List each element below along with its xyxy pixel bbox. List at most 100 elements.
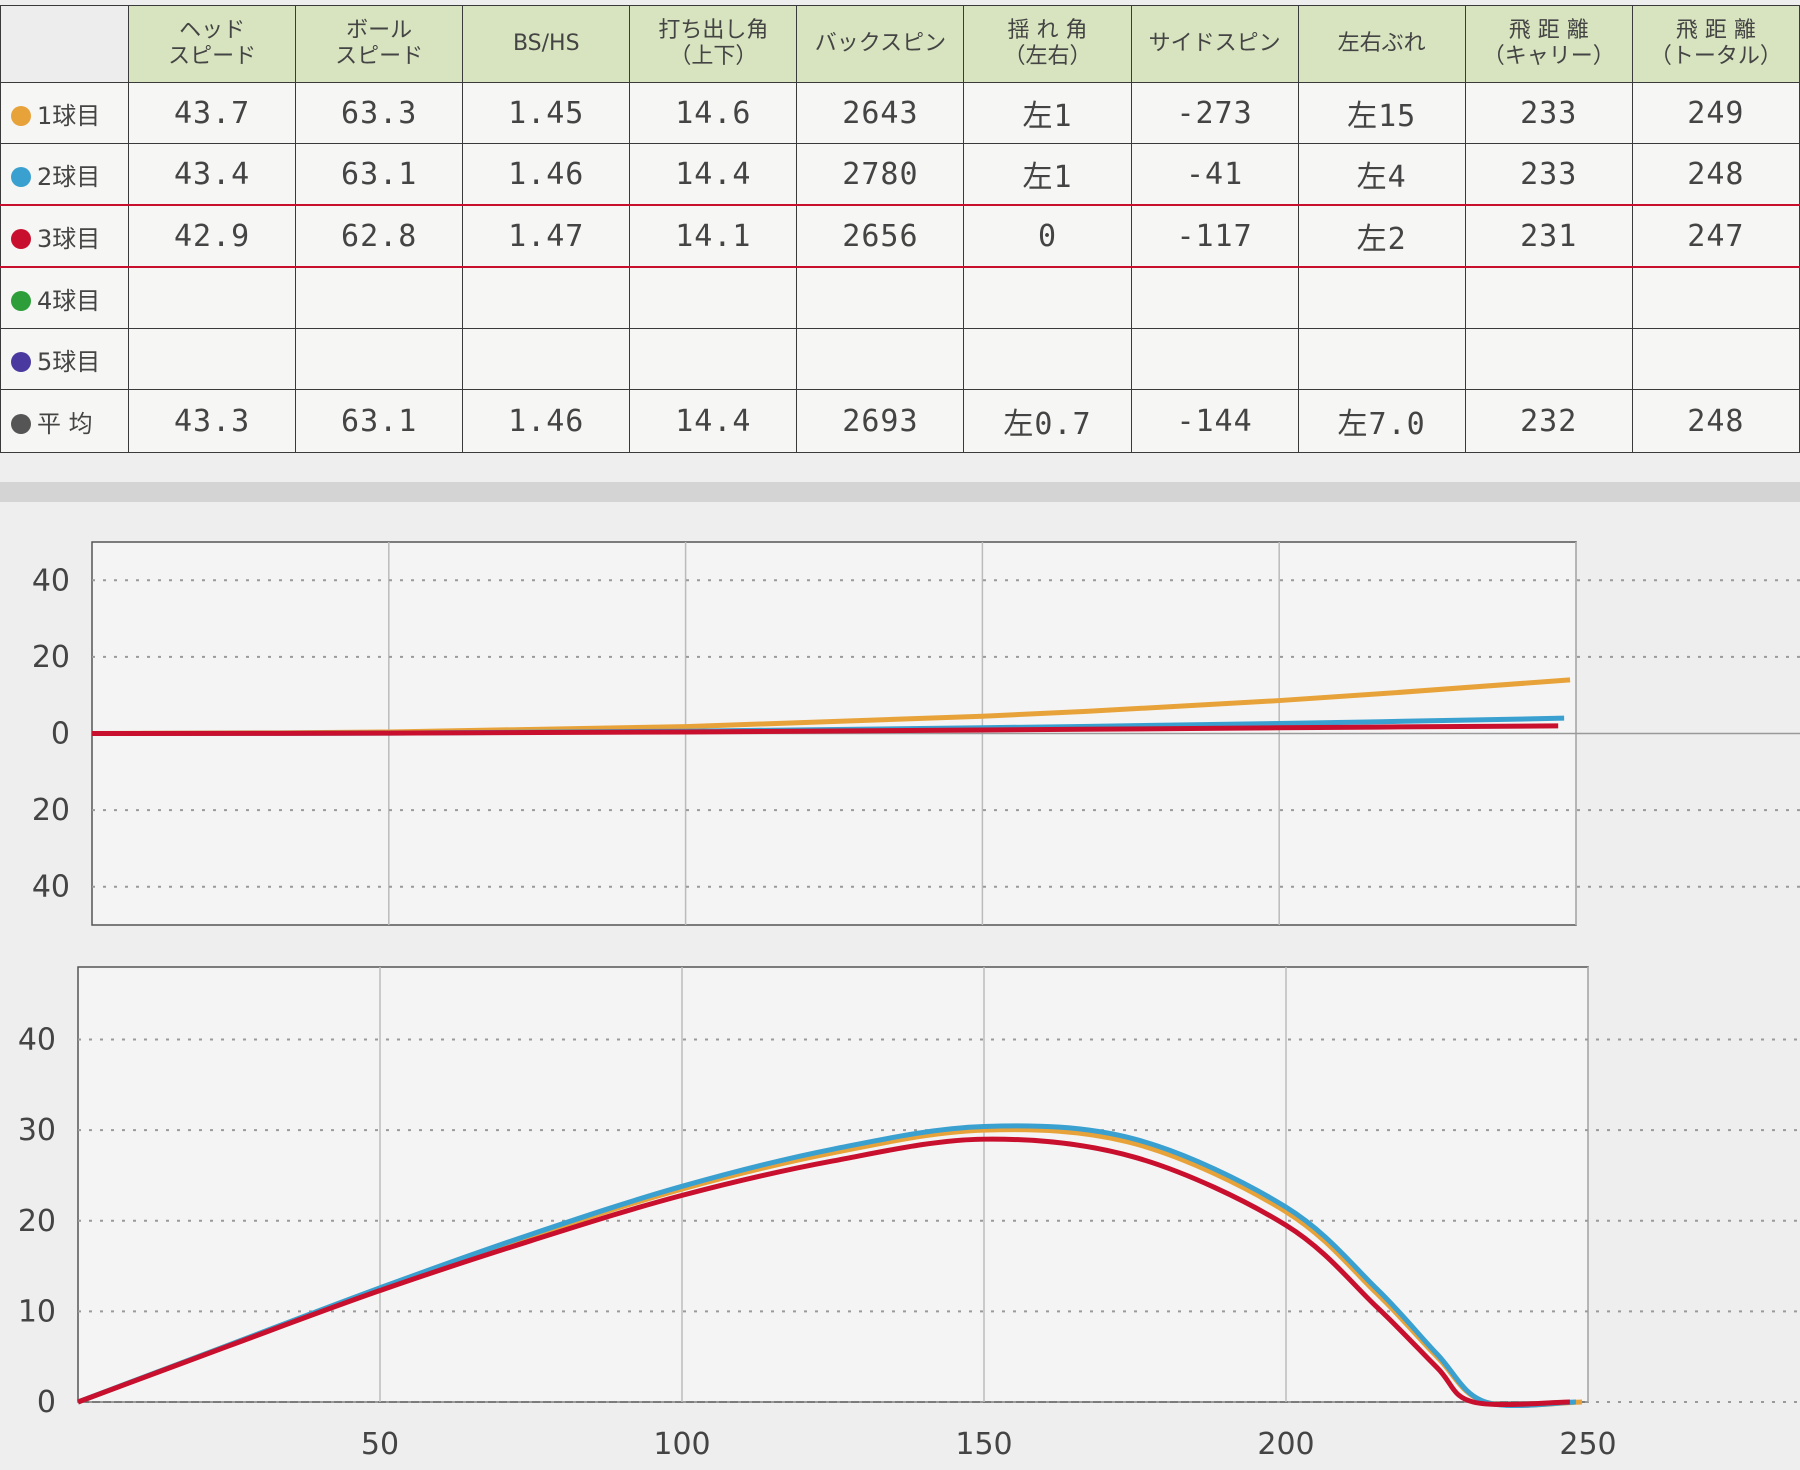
row-label: 4球目: [0, 266, 130, 329]
table-cell: 1.46: [462, 143, 631, 206]
table-cell: [629, 266, 798, 329]
header-launch-angle: 打ち出し角 （上下）: [629, 5, 798, 83]
y-tick-label: 30: [18, 1113, 56, 1148]
table-cell: 248: [1631, 389, 1800, 453]
table-cell: [462, 328, 631, 390]
table-cell: 左4: [1297, 143, 1466, 206]
header-head-speed: ヘッド スピード: [128, 5, 297, 83]
table-cell: 63.3: [295, 82, 464, 144]
y-tick-label: 40: [32, 563, 70, 598]
table-cell: 14.4: [629, 389, 798, 453]
section-divider: [0, 482, 1800, 502]
header-backspin: バックスピン: [796, 5, 965, 83]
table-cell: 2656: [796, 204, 965, 268]
y-tick-label: 20: [18, 1204, 56, 1239]
table-cell: 1.47: [462, 204, 631, 268]
y-tick-label: 20: [32, 640, 70, 675]
table-cell: [1297, 328, 1466, 390]
table-cell: 1.45: [462, 82, 631, 144]
table-cell: 231: [1464, 204, 1633, 268]
y-tick-label: 10: [18, 1294, 56, 1329]
table-cell: 43.3: [128, 389, 297, 453]
table-row: 2球目 43.4 63.1 1.46 14.4 2780 左1 -41 左4 233 248: [0, 143, 1800, 206]
header-ball-speed: ボール スピード: [295, 5, 464, 83]
table-row: 4球目: [0, 266, 1800, 329]
x-tick-label: 200: [1257, 1427, 1314, 1462]
table-cell: 2643: [796, 82, 965, 144]
table-cell: 42.9: [128, 204, 297, 268]
table-row: 3球目 42.9 62.8 1.47 14.1 2656 0 -117 左2 231 247: [0, 204, 1800, 268]
series-color-dot-icon: [11, 105, 31, 126]
table-cell: [1631, 266, 1800, 329]
table-cell: [295, 328, 464, 390]
series-color-dot-icon: [11, 166, 31, 187]
table-cell: -273: [1130, 82, 1299, 144]
table-cell: 233: [1464, 82, 1633, 144]
x-tick-label: 250: [1559, 1427, 1616, 1462]
table-cell: [1464, 266, 1633, 329]
y-tick-label: 40: [18, 1023, 56, 1058]
table-cell: -41: [1130, 143, 1299, 206]
table-cell: 左15: [1297, 82, 1466, 144]
row-label-text: 平 均: [37, 409, 93, 438]
series-color-dot-icon: [11, 413, 31, 434]
table-row: 1球目 43.7 63.3 1.45 14.6 2643 左1 -273 左15 233 249: [0, 82, 1800, 144]
row-label-text: 5球目: [37, 347, 101, 376]
header-lateral-deviation: 左右ぶれ: [1297, 5, 1466, 83]
table-cell: 63.1: [295, 143, 464, 206]
table-cell: 14.6: [629, 82, 798, 144]
header-total-distance: 飛 距 離（トータル）: [1631, 5, 1800, 83]
y-tick-label: 40: [32, 870, 70, 905]
table-cell: 左1: [963, 143, 1132, 206]
table-cell: 62.8: [295, 204, 464, 268]
table-body: 1球目 43.7 63.3 1.45 14.6 2643 左1 -273 左15 233 249 2球…: [0, 82, 1800, 453]
table-cell: [462, 266, 631, 329]
table-cell: 2780: [796, 143, 965, 206]
table-cell: 232: [1464, 389, 1633, 453]
table-cell: [295, 266, 464, 329]
row-label: 2球目: [0, 143, 130, 206]
table-cell: -117: [1130, 204, 1299, 268]
table-cell: 43.4: [128, 143, 297, 206]
table-cell: [128, 328, 297, 390]
table-cell: 247: [1631, 204, 1800, 268]
table-cell: 2693: [796, 389, 965, 453]
series-color-dot-icon: [11, 228, 31, 249]
table-cell: [1130, 266, 1299, 329]
table-cell: [128, 266, 297, 329]
table-cell: 233: [1464, 143, 1633, 206]
header-carry-distance: 飛 距 離（キャリー）: [1464, 5, 1633, 83]
table-cell: [1130, 328, 1299, 390]
table-cell: [796, 328, 965, 390]
table-cell: 左1: [963, 82, 1132, 144]
table-header-row: ヘッド スピード ボール スピード BS/HS 打ち出し角 （上下） バックスピン 揺…: [0, 5, 1800, 83]
table-cell: 43.7: [128, 82, 297, 144]
series-line-3: [77, 1136, 1570, 1408]
y-tick-label: 0: [51, 717, 70, 752]
shot-data-table: ヘッド スピード ボール スピード BS/HS 打ち出し角 （上下） バックスピン 揺…: [0, 5, 1800, 453]
x-tick-label: 50: [361, 1427, 399, 1462]
x-tick-label: 150: [955, 1427, 1012, 1462]
table-cell: 248: [1631, 143, 1800, 206]
table-cell: [963, 266, 1132, 329]
row-label: 平 均: [0, 389, 130, 453]
table-cell: [1297, 266, 1466, 329]
series-color-dot-icon: [11, 351, 31, 372]
table-cell: 1.46: [462, 389, 631, 453]
lateral-trajectory-chart: 40 20 0 20 40: [32, 541, 1800, 926]
table-cell: 左2: [1297, 204, 1466, 268]
table-cell: 左0.7: [963, 389, 1132, 453]
header-direction-angle: 揺 れ 角（左右）: [963, 5, 1132, 83]
table-cell: 14.1: [629, 204, 798, 268]
row-label: 5球目: [0, 328, 130, 390]
table-cell: [1464, 328, 1633, 390]
row-label-text: 1球目: [37, 101, 101, 130]
x-tick-label: 100: [653, 1427, 710, 1462]
y-tick-label: 20: [32, 793, 70, 828]
series-line-3: [91, 723, 1559, 736]
header-smash-factor: BS/HS: [462, 5, 631, 83]
table-cell: [1631, 328, 1800, 390]
table-cell: 左7.0: [1297, 389, 1466, 453]
series-color-dot-icon: [11, 290, 31, 311]
table-corner-cell: [0, 5, 130, 83]
